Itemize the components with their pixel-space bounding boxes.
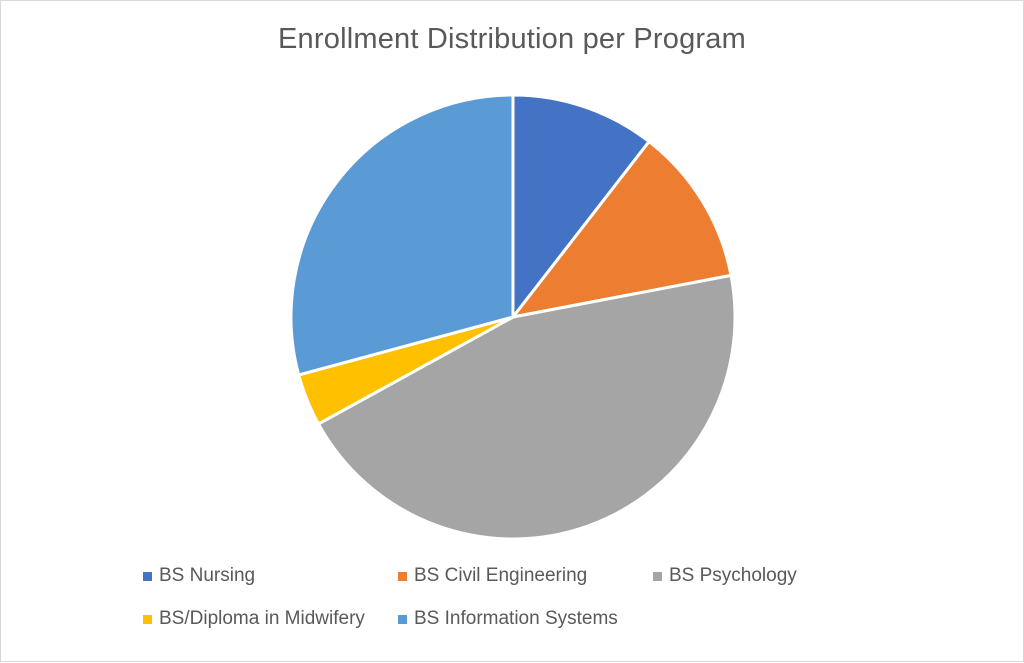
pie-slice-bs-nursing [511,93,651,319]
pie-slice-bs-information-systems [289,93,515,377]
chart-title: Enrollment Distribution per Program [278,23,746,55]
pie-slice-bs-psychology [316,273,737,541]
pie-slice-bs-civil-engineering [511,140,733,319]
